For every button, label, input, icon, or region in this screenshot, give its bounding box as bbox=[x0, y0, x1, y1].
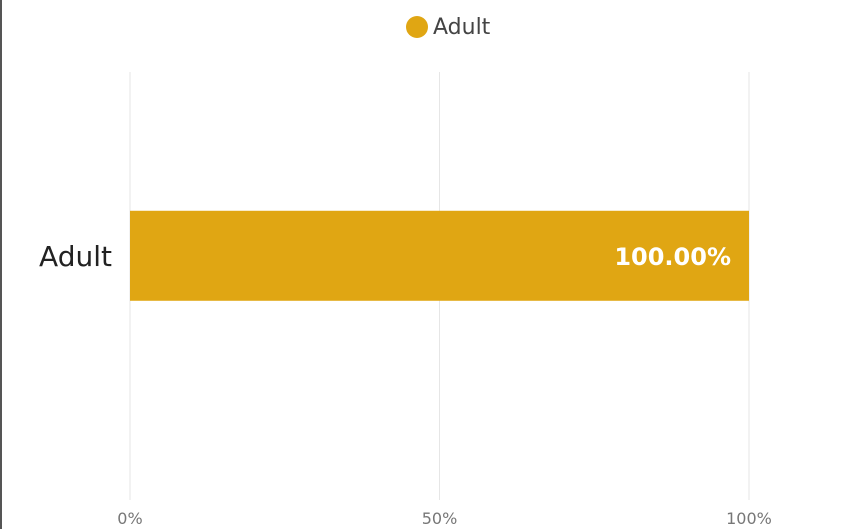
bar-adult-0 bbox=[130, 210, 749, 301]
x-tick-label-0: 0% bbox=[117, 509, 142, 528]
x-tick-label-2: 100% bbox=[726, 509, 772, 528]
x-tick-label-1: 50% bbox=[422, 509, 458, 528]
category-label-0: Adult bbox=[39, 240, 112, 273]
legend-swatch bbox=[406, 16, 428, 38]
legend[interactable]: Adult bbox=[406, 10, 490, 44]
legend-label: Adult bbox=[433, 14, 491, 40]
data-label-0: 100.00% bbox=[614, 243, 731, 271]
